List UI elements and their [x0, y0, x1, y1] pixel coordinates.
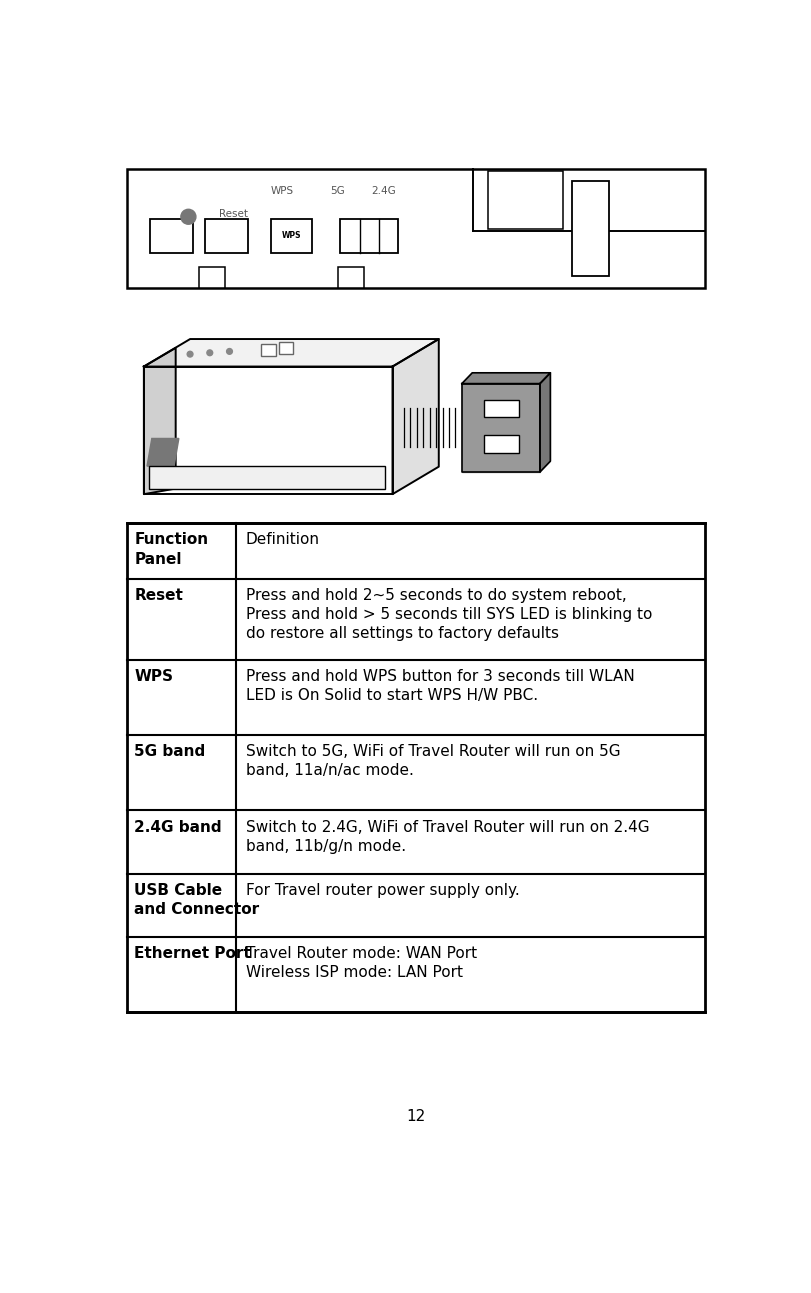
Polygon shape: [462, 384, 540, 472]
Text: 5G band: 5G band: [135, 745, 205, 759]
Text: Reset: Reset: [135, 588, 183, 603]
Text: 2.4G: 2.4G: [371, 185, 397, 195]
Text: Switch to 2.4G, WiFi of Travel Router will run on 2.4G
band, 11b/g/n mode.: Switch to 2.4G, WiFi of Travel Router wi…: [246, 820, 650, 853]
Circle shape: [181, 209, 196, 224]
Text: WPS: WPS: [281, 231, 301, 240]
Bar: [149, 465, 385, 489]
Text: Press and hold 2~5 seconds to do system reboot,
Press and hold > 5 seconds till : Press and hold 2~5 seconds to do system …: [246, 588, 652, 641]
Bar: [204, 219, 248, 252]
Bar: [488, 172, 563, 229]
Text: WPS: WPS: [271, 185, 294, 195]
Text: WPS: WPS: [135, 668, 174, 684]
Text: Definition: Definition: [246, 533, 320, 547]
Text: 2.4G band: 2.4G band: [135, 820, 222, 835]
Text: Travel Router mode: WAN Port
Wireless ISP mode: LAN Port: Travel Router mode: WAN Port Wireless IS…: [246, 946, 477, 980]
Bar: [337, 268, 363, 288]
Text: 5G: 5G: [330, 185, 345, 195]
Text: Function
Panel: Function Panel: [135, 533, 208, 566]
Text: For Travel router power supply only.: For Travel router power supply only.: [246, 883, 519, 897]
Polygon shape: [462, 372, 551, 384]
Text: 12: 12: [406, 1108, 425, 1124]
Polygon shape: [144, 339, 439, 366]
Bar: [271, 219, 311, 252]
Bar: [341, 219, 398, 252]
Circle shape: [226, 349, 233, 354]
Bar: [127, 169, 705, 288]
Circle shape: [187, 352, 193, 357]
Polygon shape: [393, 339, 439, 494]
Bar: [483, 434, 519, 453]
Bar: [127, 524, 705, 1012]
Text: Reset: Reset: [219, 209, 248, 220]
Bar: [572, 181, 609, 277]
Text: Press and hold WPS button for 3 seconds till WLAN
LED is On Solid to start WPS H: Press and hold WPS button for 3 seconds …: [246, 668, 634, 723]
Polygon shape: [144, 366, 393, 494]
Text: Switch to 5G, WiFi of Travel Router will run on 5G
band, 11a/n/ac mode.: Switch to 5G, WiFi of Travel Router will…: [246, 745, 620, 798]
Text: USB Cable
and Connector: USB Cable and Connector: [135, 883, 260, 917]
Bar: [279, 343, 293, 354]
Bar: [483, 400, 519, 418]
Polygon shape: [147, 438, 179, 465]
Text: Ethernet Port: Ethernet Port: [135, 946, 251, 961]
Polygon shape: [144, 348, 176, 494]
Bar: [199, 268, 225, 288]
Bar: [261, 344, 276, 356]
Polygon shape: [540, 372, 551, 472]
Circle shape: [207, 350, 212, 356]
Bar: [150, 219, 193, 252]
